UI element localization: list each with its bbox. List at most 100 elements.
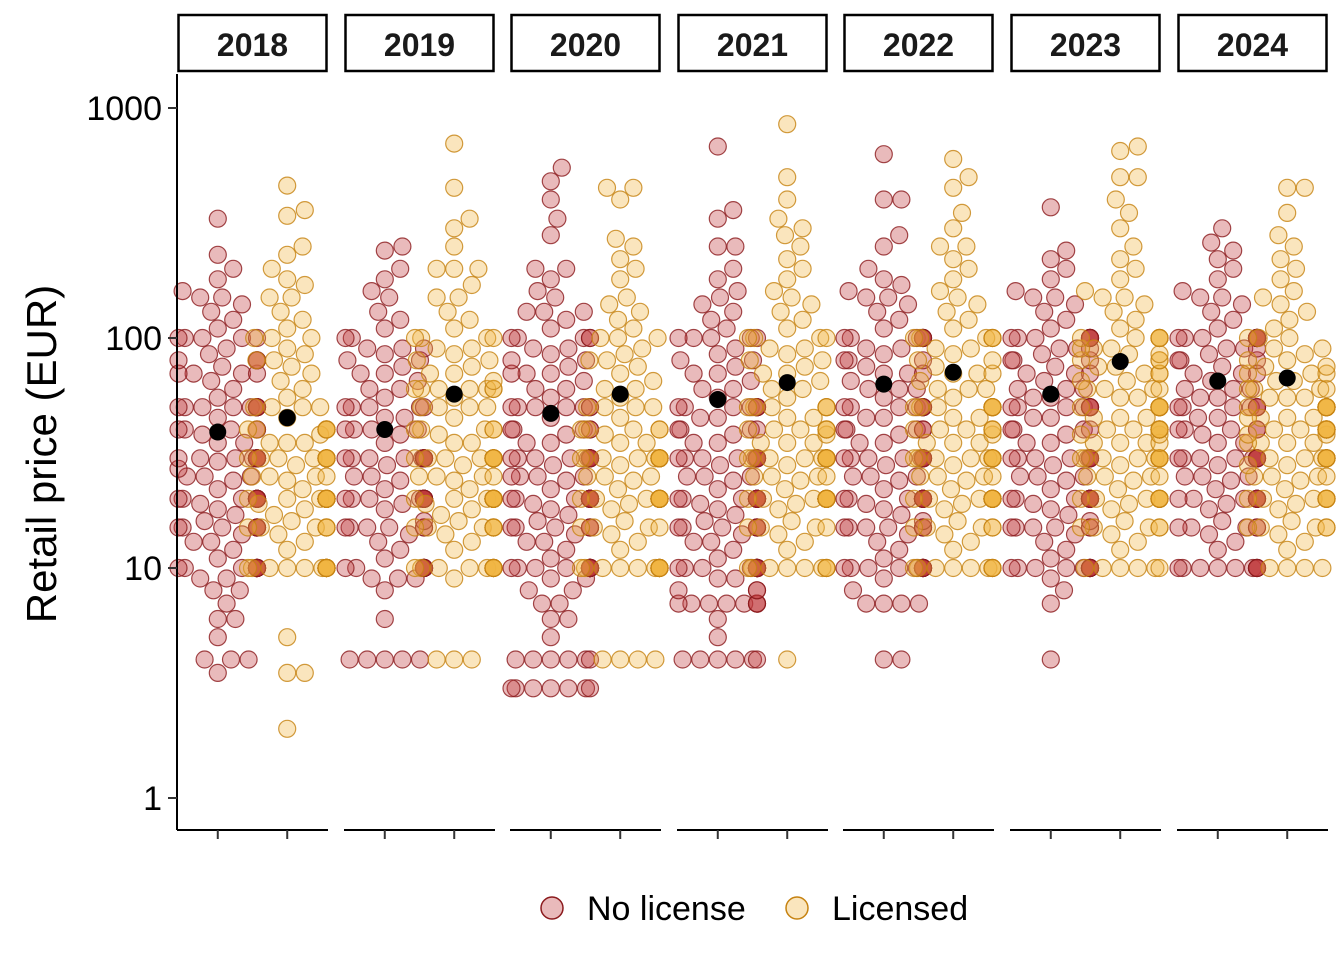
- point-2022-licensed-6: [904, 558, 924, 578]
- point-2024-no-license-16: [1169, 518, 1188, 537]
- point-2024-licensed-99: [1286, 259, 1306, 278]
- point-2018-licensed-114: [293, 237, 312, 256]
- point-2019-licensed-101: [460, 310, 479, 329]
- point-2022-licensed-18: [948, 511, 967, 531]
- point-2020-no-license-128: [559, 339, 578, 358]
- point-2022-licensed-64: [928, 398, 947, 417]
- point-2023-no-license-5: [1026, 558, 1045, 578]
- point-2022-licensed-76: [977, 379, 996, 399]
- point-2021-licensed-100: [738, 328, 758, 348]
- point-2019-licensed-100: [445, 319, 464, 338]
- point-2020-licensed-95: [617, 288, 636, 307]
- point-2020-licensed-4: [611, 558, 630, 578]
- point-2020-licensed-101: [611, 190, 630, 209]
- point-2021-licensed-46: [791, 471, 810, 490]
- point-2023-no-license-21: [1065, 525, 1085, 544]
- point-2024-licensed-59: [1251, 408, 1270, 427]
- point-2018-licensed-108: [282, 288, 301, 307]
- point-2018-licensed-61: [260, 467, 279, 486]
- point-2022-licensed-57: [930, 420, 950, 439]
- point-2020-licensed-67: [595, 425, 614, 444]
- point-2022-no-license-111: [874, 319, 893, 338]
- point-2018-licensed-63: [242, 467, 262, 486]
- point-2021-no-license-0: [708, 650, 727, 669]
- point-2018-no-license-83: [235, 433, 254, 452]
- point-2024-licensed-92: [1264, 319, 1284, 338]
- point-2024-no-license-40: [1173, 449, 1192, 468]
- point-2022-no-license-115: [879, 288, 898, 307]
- point-2023-licensed-16: [1119, 494, 1139, 513]
- facet-strip-2023: [1010, 13, 1161, 73]
- point-2024-licensed-91: [1238, 328, 1258, 348]
- point-2023-licensed-8: [1102, 525, 1121, 544]
- point-2024-licensed-101: [1284, 237, 1303, 256]
- point-2020-no-license-54: [506, 518, 525, 537]
- point-2020-licensed-71: [571, 420, 591, 439]
- point-2022-licensed-55: [983, 425, 1002, 444]
- point-2021-no-license-85: [675, 449, 694, 468]
- point-2018-no-license-0: [208, 663, 227, 683]
- point-2022-no-license-104: [841, 328, 860, 348]
- point-2019-no-license-28: [358, 518, 377, 537]
- point-2023-no-license-96: [1002, 328, 1021, 348]
- point-2022-no-license-36: [892, 505, 911, 525]
- point-2023-no-license-113: [1057, 241, 1076, 260]
- point-2022-no-license-102: [857, 339, 876, 358]
- point-2019-no-license-23: [375, 549, 394, 568]
- point-2019-no-license-10: [347, 558, 366, 578]
- point-2018-no-license-49: [169, 489, 188, 508]
- point-2023-licensed-25: [1150, 489, 1169, 508]
- point-2021-no-license-47: [732, 525, 752, 544]
- point-2018-licensed-59: [293, 480, 312, 499]
- point-2024-no-license-57: [1188, 408, 1208, 427]
- point-2021-licensed-20: [753, 489, 773, 508]
- point-2022-licensed-46: [904, 449, 924, 468]
- point-2019-no-license-90: [338, 351, 357, 370]
- point-2024-licensed-1: [1295, 558, 1314, 578]
- point-2020-no-license-62: [524, 494, 543, 513]
- point-2024-no-license-33: [1193, 467, 1212, 486]
- point-2018-no-license-105: [184, 364, 203, 383]
- point-2022-licensed-107: [959, 168, 978, 187]
- point-2024-licensed-42: [1278, 433, 1297, 452]
- point-2018-licensed-115: [278, 206, 297, 225]
- point-2020-no-license-22: [557, 558, 576, 578]
- point-2023-no-license-68: [1024, 408, 1043, 427]
- point-2023-no-license-62: [1057, 425, 1076, 444]
- point-2019-licensed-102: [438, 302, 457, 321]
- point-2022-licensed-11: [961, 532, 980, 551]
- point-2022-licensed-79: [968, 364, 987, 383]
- point-2023-licensed-98: [1104, 302, 1123, 321]
- point-2021-licensed-107: [778, 270, 797, 289]
- point-2020-licensed-80: [595, 379, 614, 399]
- point-2023-no-license-61: [1017, 433, 1036, 452]
- point-2022-no-license-53: [874, 480, 893, 499]
- point-2024-no-license-84: [1169, 328, 1188, 348]
- point-2022-licensed-98: [930, 282, 950, 301]
- point-2020-no-license-83: [557, 471, 576, 490]
- point-2022-licensed-63: [970, 408, 989, 427]
- point-2018-licensed-107: [271, 302, 290, 321]
- point-2022-licensed-3: [979, 558, 998, 578]
- mean-2020-no-license: [542, 404, 560, 422]
- legend-key-no-license: [540, 896, 564, 920]
- point-2024-no-license-50: [1193, 425, 1212, 444]
- point-2021-no-license-44: [724, 540, 743, 559]
- point-2023-no-license-24: [1006, 518, 1025, 537]
- point-2021-licensed-9: [817, 558, 836, 578]
- point-2024-no-license-77: [1169, 351, 1188, 370]
- point-2019-licensed-54: [436, 449, 455, 468]
- point-2020-no-license-13: [541, 628, 560, 647]
- point-2021-licensed-76: [817, 420, 836, 439]
- point-2022-no-license-117: [839, 282, 858, 301]
- point-2022-licensed-75: [928, 379, 947, 399]
- point-2020-no-license-121: [541, 364, 560, 383]
- point-2024-no-license-12: [1226, 532, 1245, 551]
- point-2018-licensed-37: [249, 494, 268, 513]
- point-2023-licensed-18: [1137, 489, 1156, 508]
- point-2024-no-license-19: [1213, 511, 1232, 531]
- y-tick-label-1: 1: [143, 780, 162, 818]
- point-2020-no-license-141: [528, 282, 547, 301]
- point-2019-no-license-1: [393, 650, 412, 669]
- point-2022-licensed-80: [983, 364, 1002, 383]
